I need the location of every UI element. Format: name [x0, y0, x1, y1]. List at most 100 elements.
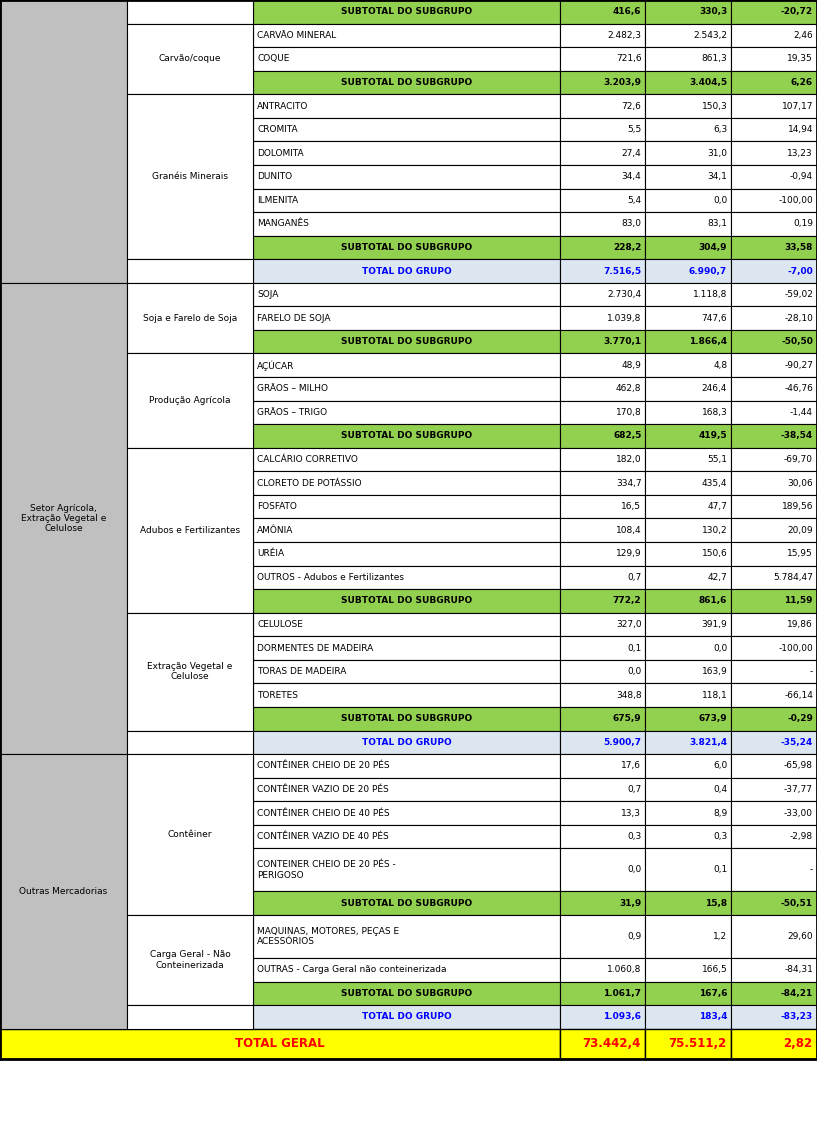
Bar	[731, 801, 817, 825]
Bar	[560, 1005, 645, 1029]
Bar	[560, 353, 645, 377]
Bar	[731, 1005, 817, 1029]
Bar	[645, 613, 731, 637]
Bar	[560, 683, 645, 707]
Bar	[645, 755, 731, 777]
Text: 0,1: 0,1	[713, 866, 727, 875]
Bar	[645, 471, 731, 495]
Bar	[560, 165, 645, 188]
Text: SUBTOTAL DO SUBGRUPO: SUBTOTAL DO SUBGRUPO	[341, 714, 472, 723]
Text: 166,5: 166,5	[702, 965, 727, 974]
Text: 348,8: 348,8	[616, 691, 641, 700]
Text: 0,19: 0,19	[793, 220, 813, 229]
Text: 6,0: 6,0	[713, 761, 727, 770]
Text: MAQUINAS, MOTORES, PEÇAS E
ACESSÓRIOS: MAQUINAS, MOTORES, PEÇAS E ACESSÓRIOS	[257, 927, 400, 946]
Bar	[127, 0, 253, 24]
Text: 0,0: 0,0	[627, 866, 641, 875]
Bar	[731, 353, 817, 377]
Bar	[253, 825, 560, 849]
Text: -50,50: -50,50	[781, 338, 813, 347]
Text: 5.784,47: 5.784,47	[773, 573, 813, 582]
Text: 3.821,4: 3.821,4	[689, 738, 727, 747]
Bar	[253, 142, 560, 165]
Text: 419,5: 419,5	[699, 432, 727, 441]
Bar	[645, 801, 731, 825]
Bar	[560, 495, 645, 519]
Bar	[560, 959, 645, 981]
Bar	[253, 1005, 560, 1029]
Text: 83,1: 83,1	[708, 220, 727, 229]
Bar	[253, 94, 560, 118]
Bar	[731, 1029, 817, 1059]
Bar	[645, 48, 731, 70]
Text: 0,1: 0,1	[627, 644, 641, 653]
Bar	[645, 959, 731, 981]
Bar	[560, 801, 645, 825]
Text: DOLOMITA: DOLOMITA	[257, 148, 304, 157]
Bar	[253, 542, 560, 565]
Text: -: -	[810, 866, 813, 875]
Text: SUBTOTAL DO SUBGRUPO: SUBTOTAL DO SUBGRUPO	[341, 78, 472, 87]
Bar	[731, 165, 817, 188]
Bar	[560, 118, 645, 142]
Bar	[731, 755, 817, 777]
Bar	[560, 188, 645, 212]
Text: 29,60: 29,60	[788, 932, 813, 942]
Bar	[253, 755, 560, 777]
Bar	[253, 212, 560, 236]
Text: 416,6: 416,6	[613, 7, 641, 16]
Bar	[731, 401, 817, 424]
Text: CELULOSE: CELULOSE	[257, 620, 303, 629]
Text: 6,3: 6,3	[713, 125, 727, 134]
Text: MANGANÊS: MANGANÊS	[257, 220, 309, 229]
Text: 861,6: 861,6	[699, 596, 727, 605]
Bar	[253, 981, 560, 1005]
Text: SUBTOTAL DO SUBGRUPO: SUBTOTAL DO SUBGRUPO	[341, 432, 472, 441]
Bar	[731, 212, 817, 236]
Text: 16,5: 16,5	[622, 502, 641, 511]
Bar	[731, 731, 817, 755]
Bar	[645, 283, 731, 306]
Bar	[253, 424, 560, 448]
Bar	[253, 48, 560, 70]
Text: 17,6: 17,6	[622, 761, 641, 770]
Bar	[731, 448, 817, 471]
Text: 73.442,4: 73.442,4	[582, 1038, 641, 1050]
Bar	[645, 448, 731, 471]
Text: 130,2: 130,2	[702, 526, 727, 535]
Bar	[645, 118, 731, 142]
Bar	[731, 777, 817, 801]
Text: Granéis Minerais: Granéis Minerais	[152, 172, 228, 181]
Bar	[731, 542, 817, 565]
Bar	[731, 424, 817, 448]
Bar	[560, 48, 645, 70]
Bar	[253, 188, 560, 212]
Bar	[127, 613, 253, 731]
Bar	[253, 849, 560, 892]
Text: 304,9: 304,9	[699, 242, 727, 252]
Bar	[560, 94, 645, 118]
Text: 72,6: 72,6	[622, 102, 641, 111]
Bar	[731, 959, 817, 981]
Text: 27,4: 27,4	[622, 148, 641, 157]
Text: CONTÊINER CHEIO DE 20 PÉS: CONTÊINER CHEIO DE 20 PÉS	[257, 761, 390, 770]
Bar	[645, 24, 731, 48]
Bar	[253, 377, 560, 401]
Text: OUTROS - Adubos e Fertilizantes: OUTROS - Adubos e Fertilizantes	[257, 573, 404, 582]
Bar	[253, 24, 560, 48]
Bar	[253, 353, 560, 377]
Bar	[731, 915, 817, 959]
Bar	[645, 637, 731, 659]
Bar	[560, 519, 645, 542]
Bar	[645, 495, 731, 519]
Text: -1,44: -1,44	[790, 408, 813, 417]
Bar	[127, 24, 253, 94]
Text: Contêiner: Contêiner	[167, 830, 212, 840]
Text: 1.118,8: 1.118,8	[693, 290, 727, 299]
Text: 55,1: 55,1	[708, 455, 727, 465]
Bar	[731, 259, 817, 283]
Text: 150,6: 150,6	[702, 550, 727, 559]
Bar	[731, 495, 817, 519]
Text: 20,09: 20,09	[788, 526, 813, 535]
Bar	[560, 70, 645, 94]
